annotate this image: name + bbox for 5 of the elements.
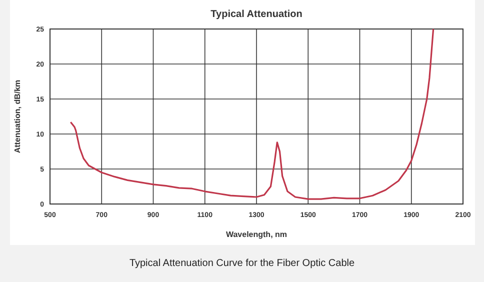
y-axis-title: Attenuation, dB/km — [13, 80, 22, 154]
x-axis-title: Wavelength, nm — [226, 230, 288, 239]
chart-title: Typical Attenuation — [210, 9, 302, 20]
text: Typical Attenuation Curve for the Fiber Optic Cable — [129, 258, 355, 269]
line-series — [70, 28, 434, 200]
